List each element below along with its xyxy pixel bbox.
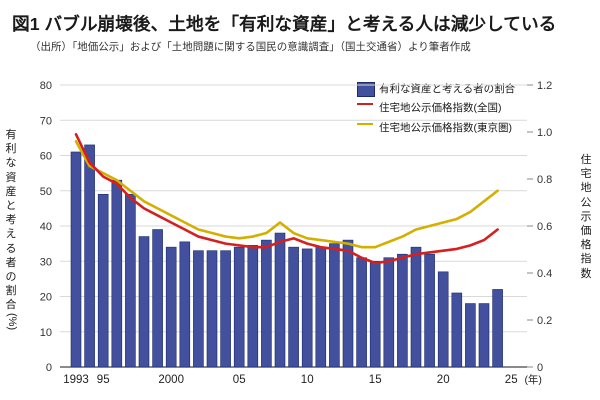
svg-text:(年): (年) [524, 373, 542, 386]
svg-text:10: 10 [301, 374, 314, 386]
svg-text:1993: 1993 [63, 374, 89, 386]
svg-text:70: 70 [40, 115, 52, 127]
svg-text:20: 20 [40, 292, 52, 304]
svg-text:10: 10 [40, 327, 52, 339]
svg-text:1.0: 1.0 [537, 127, 552, 139]
svg-text:0: 0 [537, 362, 543, 374]
svg-text:05: 05 [233, 374, 246, 386]
svg-text:0.8: 0.8 [537, 174, 552, 186]
svg-text:40: 40 [40, 221, 52, 233]
svg-text:25: 25 [505, 374, 518, 386]
svg-text:15: 15 [369, 374, 382, 386]
svg-text:95: 95 [97, 374, 110, 386]
svg-text:30: 30 [40, 256, 52, 268]
svg-text:50: 50 [40, 186, 52, 198]
svg-text:0.4: 0.4 [537, 268, 552, 280]
svg-text:0: 0 [46, 362, 52, 374]
svg-text:20: 20 [437, 374, 450, 386]
svg-text:0.2: 0.2 [537, 315, 552, 327]
svg-text:60: 60 [40, 151, 52, 163]
svg-text:1.2: 1.2 [537, 80, 552, 92]
svg-text:0.6: 0.6 [537, 221, 552, 233]
svg-text:2000: 2000 [158, 374, 184, 386]
svg-text:80: 80 [40, 80, 52, 92]
